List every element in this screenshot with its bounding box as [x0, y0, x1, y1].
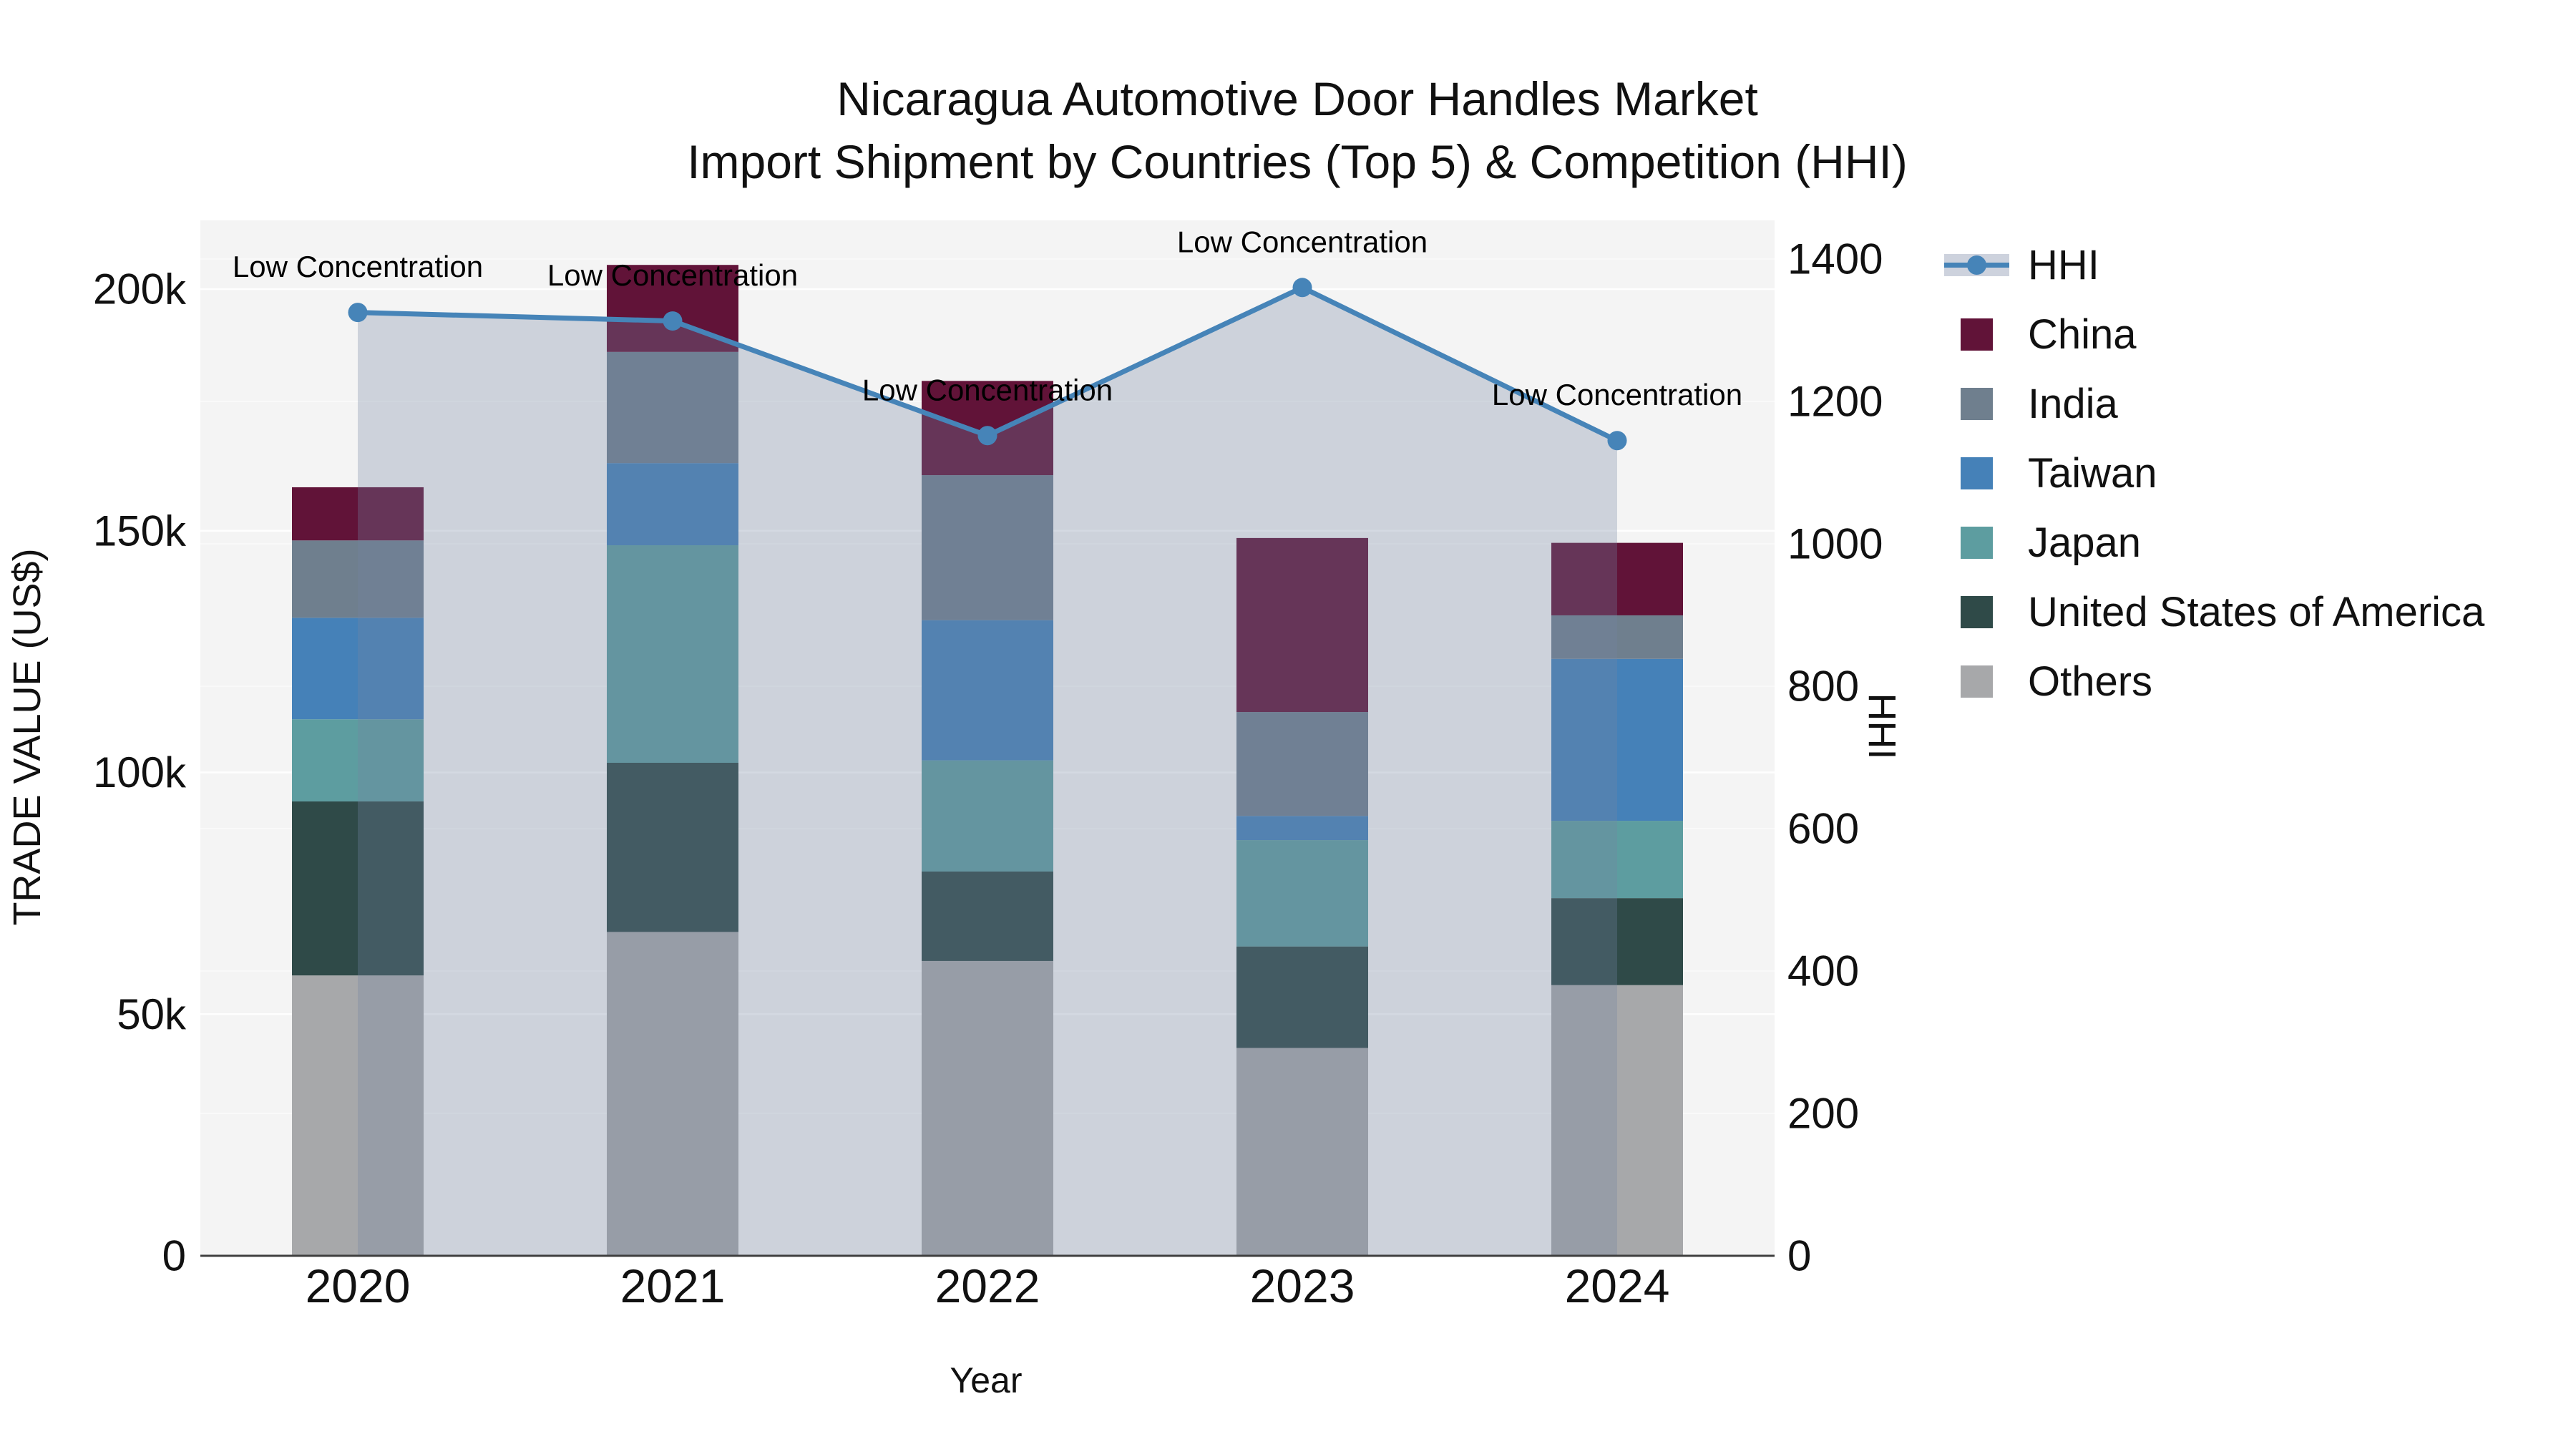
y-right-tick-label-200: 200: [1787, 1090, 1859, 1138]
x-tick-label-2022: 2022: [935, 1259, 1040, 1312]
y-right-tick-label-800: 800: [1787, 663, 1859, 711]
legend-item-united-states-of-america[interactable]: United States of America: [1944, 577, 2484, 647]
bar-segment-china-2024: [1551, 542, 1683, 615]
bar-segment-others-2022: [922, 960, 1053, 1256]
legend-item-india[interactable]: India: [1944, 369, 2484, 439]
bar-segment-india-2023: [1236, 712, 1368, 816]
annotation-low-concentration-2020: Low Concentration: [233, 250, 483, 283]
bar-segment-others-2020: [292, 975, 424, 1256]
chart-title-line-1: Nicaragua Automotive Door Handles Market: [836, 72, 1758, 125]
legend-item-japan[interactable]: Japan: [1944, 508, 2484, 577]
square-swatch-icon: [1944, 439, 2009, 508]
square-swatch-icon: [1944, 647, 2009, 716]
bar-segment-united-states-of-america-2023: [1236, 946, 1368, 1048]
bar-segment-china-2020: [292, 487, 424, 541]
bar-segment-japan-2024: [1551, 821, 1683, 899]
bar-segment-japan-2023: [1236, 840, 1368, 947]
y-right-tick-label-1200: 1200: [1787, 378, 1883, 426]
hhi-line-swatch-icon: [1944, 230, 2009, 300]
hhi-marker-2024: [1607, 431, 1627, 451]
hhi-marker-2021: [663, 311, 683, 331]
bar-segment-japan-2021: [607, 545, 738, 763]
legend-label: HHI: [2028, 242, 2099, 288]
legend-label: Others: [2028, 658, 2153, 705]
legend-item-others[interactable]: Others: [1944, 647, 2484, 716]
chart-title-line-2: Import Shipment by Countries (Top 5) & C…: [687, 135, 1908, 188]
y-left-tick-label-0: 0: [162, 1232, 186, 1280]
y-right-tick-label-400: 400: [1787, 947, 1859, 995]
bar-segment-united-states-of-america-2022: [922, 871, 1053, 961]
legend-item-taiwan[interactable]: Taiwan: [1944, 439, 2484, 508]
legend-label: China: [2028, 311, 2137, 358]
legend: HHI China India Taiwan Japan United Stat…: [1944, 230, 2484, 716]
x-tick-label-2020: 2020: [306, 1259, 411, 1312]
bar-segment-japan-2022: [922, 760, 1053, 872]
square-swatch-icon: [1944, 508, 2009, 577]
y-left-tick-label-100k: 100k: [93, 748, 187, 796]
annotation-low-concentration-2021: Low Concentration: [547, 258, 798, 292]
bar-segment-china-2023: [1236, 537, 1368, 713]
bar-segment-taiwan-2023: [1236, 816, 1368, 841]
annotation-low-concentration-2022: Low Concentration: [862, 373, 1113, 406]
legend-item-hhi[interactable]: HHI: [1944, 230, 2484, 300]
y-right-tick-label-600: 600: [1787, 805, 1859, 853]
annotation-low-concentration-2024: Low Concentration: [1492, 378, 1742, 411]
square-swatch-icon: [1944, 300, 2009, 369]
legend-label: Taiwan: [2028, 450, 2157, 497]
legend-item-china[interactable]: China: [1944, 300, 2484, 369]
bar-segment-taiwan-2020: [292, 618, 424, 720]
hhi-marker-2023: [1292, 278, 1312, 298]
y-right-tick-label-1400: 1400: [1787, 235, 1883, 283]
y-right-tick-label-1000: 1000: [1787, 520, 1883, 568]
bar-segment-taiwan-2022: [922, 620, 1053, 761]
y-left-tick-label-150k: 150k: [93, 507, 187, 555]
bar-segment-india-2021: [607, 351, 738, 464]
bar-segment-united-states-of-america-2020: [292, 801, 424, 976]
bar-segment-japan-2020: [292, 719, 424, 802]
bar-segment-united-states-of-america-2024: [1551, 898, 1683, 985]
hhi-area-fill: [358, 287, 1617, 1256]
y-right-tick-label-0: 0: [1787, 1232, 1811, 1280]
legend-label: United States of America: [2028, 589, 2485, 635]
x-tick-label-2023: 2023: [1250, 1259, 1355, 1312]
x-tick-label-2024: 2024: [1565, 1259, 1670, 1312]
legend-label: Japan: [2028, 519, 2142, 566]
bar-segment-others-2023: [1236, 1048, 1368, 1256]
annotation-low-concentration-2023: Low Concentration: [1177, 225, 1428, 258]
y-left-tick-label-50k: 50k: [117, 990, 187, 1038]
square-swatch-icon: [1944, 369, 2009, 439]
bar-segment-others-2024: [1551, 985, 1683, 1256]
hhi-marker-2022: [977, 426, 997, 446]
bar-segment-others-2021: [607, 932, 738, 1256]
bar-segment-taiwan-2021: [607, 463, 738, 546]
bar-segment-taiwan-2024: [1551, 658, 1683, 821]
hhi-marker-2020: [348, 303, 368, 323]
bar-segment-united-states-of-america-2021: [607, 762, 738, 932]
square-swatch-icon: [1944, 577, 2009, 647]
bar-segment-india-2024: [1551, 615, 1683, 659]
y-left-tick-label-200k: 200k: [93, 265, 187, 313]
x-axis-title: Year: [950, 1360, 1023, 1400]
legend-label: India: [2028, 381, 2118, 427]
x-tick-label-2021: 2021: [620, 1259, 726, 1312]
bar-segment-india-2020: [292, 540, 424, 618]
bar-segment-india-2022: [922, 475, 1053, 620]
